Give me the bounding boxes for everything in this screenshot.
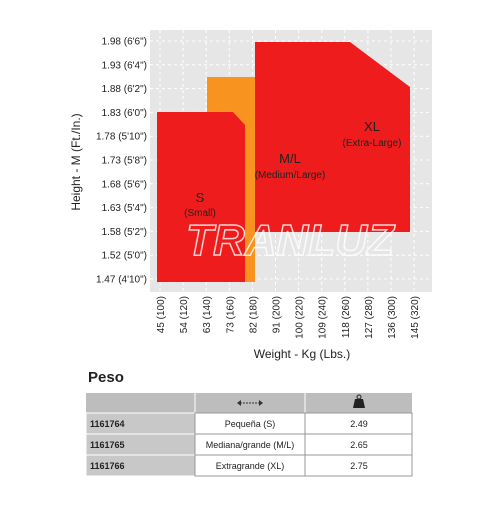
size-name: Pequeña (S): [225, 419, 276, 429]
x-tick-label: 136 (300): [387, 296, 398, 339]
watermark: TRANLUZ: [186, 216, 396, 265]
region-s: [157, 112, 245, 282]
x-tick-label: 91 (200): [272, 296, 283, 333]
dimension-icon: [237, 400, 263, 406]
x-tick-label: 100 (220): [295, 296, 306, 339]
cell: [304, 454, 413, 477]
y-tick-label: 1.47 (4'10"): [96, 275, 147, 286]
y-tick-label: 1.58 (5'2"): [102, 227, 147, 238]
region-xl: [255, 42, 410, 232]
size-name: Mediana/grande (M/L): [206, 440, 295, 450]
y-tick-label: 1.73 (5'8"): [102, 156, 147, 167]
x-tick-label: 63 (140): [202, 296, 213, 333]
region-label: XL: [364, 119, 380, 134]
product-code: 1161765: [90, 440, 125, 450]
y-tick-label: 1.63 (5'4"): [102, 203, 147, 214]
region-sublabel: (Extra-Large): [343, 138, 402, 149]
x-tick-label: 145 (320): [410, 296, 421, 339]
x-tick-label: 82 (180): [248, 296, 259, 333]
x-tick-label: 45 (100): [156, 296, 167, 333]
region-sublabel: (Medium/Large): [255, 170, 326, 181]
x-tick-label: 127 (280): [364, 296, 375, 339]
y-tick-label: 1.83 (6'0"): [102, 108, 147, 119]
region-sublabel: (Small): [184, 208, 216, 219]
y-axis-label: Height - M (Ft./In.): [69, 113, 83, 210]
weight-value: 2.75: [350, 461, 368, 471]
x-axis-label: Weight - Kg (Lbs.): [254, 347, 350, 361]
y-tick-label: 1.98 (6'6"): [102, 37, 147, 48]
region-label: S: [196, 190, 205, 205]
y-tick-label: 1.68 (5'6"): [102, 179, 147, 190]
x-tick-label: 73 (160): [225, 296, 236, 333]
y-tick-label: 1.52 (5'0"): [102, 251, 147, 262]
size-name: Extragrande (XL): [216, 461, 285, 471]
y-tick-label: 1.93 (6'4"): [102, 60, 147, 71]
weight-icon: [353, 394, 365, 408]
table-title: Peso: [88, 369, 124, 386]
y-tick-label: 1.78 (5'10"): [96, 132, 147, 143]
product-code: 1161766: [90, 461, 125, 471]
x-tick-label: 54 (120): [179, 296, 190, 333]
x-tick-label: 118 (260): [341, 296, 352, 338]
weight-value: 2.49: [350, 419, 368, 429]
weight-value: 2.65: [350, 440, 368, 450]
x-tick-label: 109 (240): [318, 296, 329, 339]
region-label: M/L: [279, 151, 301, 166]
y-tick-label: 1.88 (6'2"): [102, 84, 147, 95]
product-code: 1161764: [90, 419, 125, 429]
